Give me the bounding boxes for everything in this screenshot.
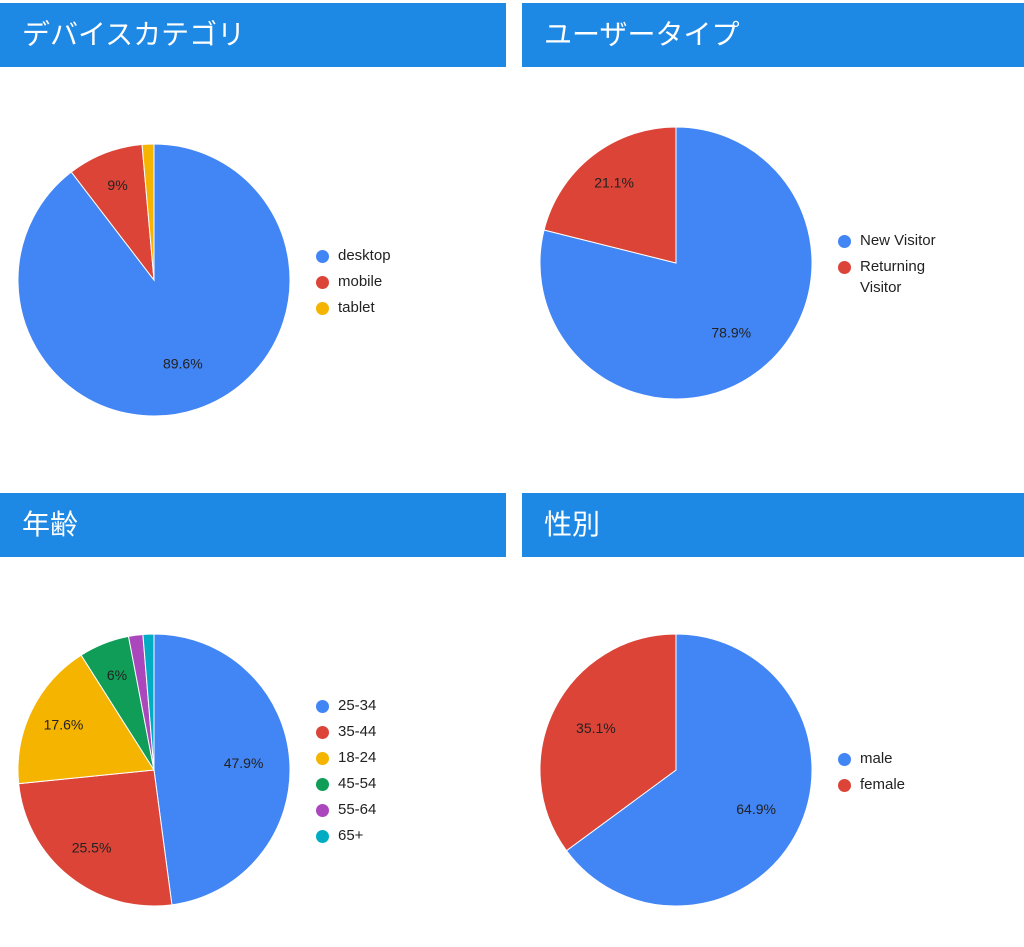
legend-label: mobile bbox=[338, 273, 383, 290]
slice-label: 64.9% bbox=[736, 801, 776, 817]
slice-label: 89.6% bbox=[163, 356, 203, 372]
slice-label: 78.9% bbox=[711, 324, 751, 340]
slice-label: 25.5% bbox=[72, 840, 112, 856]
legend-swatch bbox=[316, 752, 329, 765]
legend-swatch bbox=[838, 753, 851, 766]
pie-slice-female[interactable] bbox=[539, 633, 677, 852]
legend-label: 65+ bbox=[338, 827, 364, 844]
legend-label: female bbox=[860, 776, 906, 793]
legend-swatch bbox=[316, 250, 329, 263]
legend-label: Returning Visitor bbox=[860, 258, 926, 296]
panel-header: デバイスカテゴリ bbox=[0, 3, 506, 67]
device-category-panel: デバイスカテゴリ 89.6% 9% desktop mobile tablet bbox=[0, 0, 506, 457]
pie-chart: 89.6% 9% bbox=[17, 143, 291, 417]
panel-title: ユーザータイプ bbox=[544, 18, 740, 51]
panel-header: 年齢 bbox=[0, 493, 506, 557]
legend-swatch bbox=[838, 779, 851, 792]
pie-slice-18-24[interactable] bbox=[17, 654, 155, 785]
legend-swatch bbox=[316, 726, 329, 739]
legend-label: 35-44 bbox=[338, 723, 377, 740]
pie-slice-returning-visitor[interactable] bbox=[543, 126, 677, 264]
panel-title: デバイスカテゴリ bbox=[22, 18, 246, 51]
legend-label: male bbox=[860, 750, 893, 767]
pie-slice-35-44[interactable] bbox=[18, 769, 173, 907]
legend-label: New Visitor bbox=[860, 232, 936, 249]
slice-label: 35.1% bbox=[576, 720, 616, 736]
legend-label: 55-64 bbox=[338, 801, 377, 818]
gender-panel: 性別 64.9% 35.1% male female bbox=[522, 490, 1024, 947]
legend-label: 18-24 bbox=[338, 749, 377, 766]
legend-swatch bbox=[316, 700, 329, 713]
legend-swatch bbox=[316, 302, 329, 315]
slice-label: 21.1% bbox=[594, 174, 634, 190]
legend-swatch bbox=[316, 276, 329, 289]
pie-slice-25-34[interactable] bbox=[153, 633, 291, 906]
pie-slice-65-[interactable] bbox=[142, 633, 155, 771]
legend-label: 45-54 bbox=[338, 775, 377, 792]
legend-label: 25-34 bbox=[338, 697, 377, 714]
legend-swatch bbox=[316, 804, 329, 817]
legend-label: desktop bbox=[338, 247, 391, 264]
slice-label: 6% bbox=[107, 667, 127, 683]
pie-chart: 78.9% 21.1% bbox=[539, 126, 813, 400]
pie-slice-male[interactable] bbox=[565, 633, 813, 907]
legend-swatch bbox=[838, 235, 851, 248]
panel-header: ユーザータイプ bbox=[522, 3, 1024, 67]
pie-chart: 47.9% 25.5% 17.6% 6% bbox=[17, 633, 291, 907]
pie-chart: 64.9% 35.1% bbox=[539, 633, 813, 907]
pie-slice-tablet[interactable] bbox=[141, 143, 155, 281]
panel-title: 性別 bbox=[544, 508, 601, 541]
legend-swatch bbox=[838, 261, 851, 274]
user-type-panel: ユーザータイプ 78.9% 21.1% New Visitor Returning … bbox=[522, 0, 1024, 457]
legend-label: tablet bbox=[338, 299, 375, 316]
slice-label: 47.9% bbox=[224, 755, 264, 771]
age-panel: 年齢 47.9% 25.5% 17.6% 6% 25-34 35-44 18-24 45-5… bbox=[0, 490, 506, 947]
slice-label: 9% bbox=[107, 177, 127, 193]
legend-swatch bbox=[316, 778, 329, 791]
legend-swatch bbox=[316, 830, 329, 843]
panel-title: 年齢 bbox=[22, 508, 79, 541]
slice-label: 17.6% bbox=[44, 717, 84, 733]
panel-header: 性別 bbox=[522, 493, 1024, 557]
